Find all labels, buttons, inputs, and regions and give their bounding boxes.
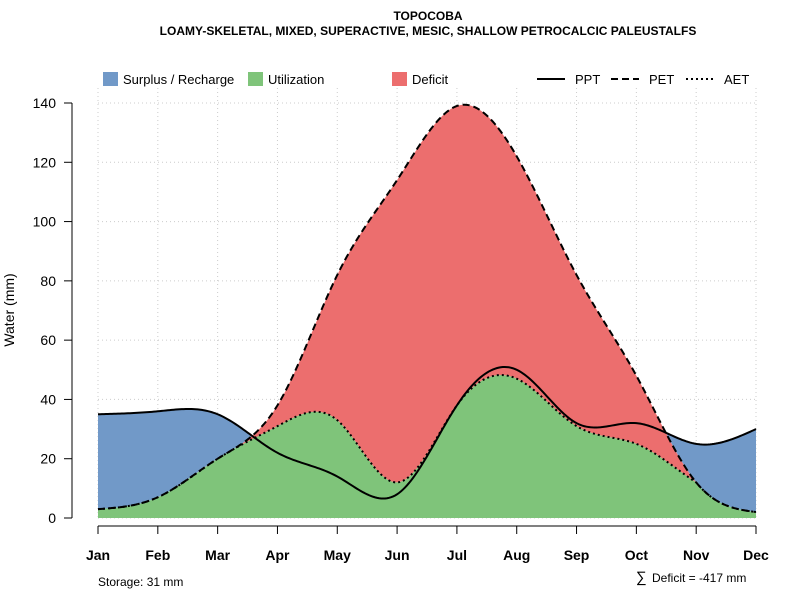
legend-swatch-utilization xyxy=(248,72,263,86)
x-tick-label-jan: Jan xyxy=(86,547,110,563)
x-tick-label-feb: Feb xyxy=(145,547,170,563)
chart-subtitle: LOAMY-SKELETAL, MIXED, SUPERACTIVE, MESI… xyxy=(160,24,697,38)
legend-label-ppt: PPT xyxy=(575,72,600,87)
x-tick-label-jul: Jul xyxy=(447,547,467,563)
legend-label-deficit: Deficit xyxy=(412,72,449,87)
y-tick-label: 0 xyxy=(48,510,56,526)
x-tick-label-mar: Mar xyxy=(205,547,230,563)
series-line-aet xyxy=(97,374,757,514)
legend-label-pet: PET xyxy=(649,72,674,87)
area-layer xyxy=(98,104,756,518)
x-tick-label-oct: Oct xyxy=(625,547,649,563)
axes: 0 20 40 60 80 100 120 140 Jan Feb Mar Apr May Jun Jul A… xyxy=(33,95,769,563)
legend: Surplus / Recharge Utilization Deficit P… xyxy=(103,72,749,87)
chart-title: TOPOCOBA xyxy=(393,9,462,23)
legend-label-surplus: Surplus / Recharge xyxy=(123,72,234,87)
y-axis-label: Water (mm) xyxy=(1,273,17,346)
area-surplus-recharge xyxy=(98,366,756,513)
y-tick-label: 60 xyxy=(40,332,56,348)
x-tick-label-apr: Apr xyxy=(265,547,290,563)
line-layer xyxy=(97,103,757,514)
series-line-ppt xyxy=(97,365,757,500)
y-tick-label: 20 xyxy=(40,451,56,467)
y-tick-label: 100 xyxy=(33,214,57,230)
deficit-note: Deficit = -417 mm xyxy=(652,571,746,585)
x-tick-label-dec: Dec xyxy=(743,547,769,563)
legend-swatch-surplus xyxy=(103,72,118,86)
x-tick-label-sep: Sep xyxy=(564,547,590,563)
deficit-sum-icon: ∑ xyxy=(636,569,647,586)
y-tick-label: 140 xyxy=(33,95,57,111)
area-deficit xyxy=(98,104,756,513)
legend-label-aet: AET xyxy=(724,72,749,87)
y-tick-label: 40 xyxy=(40,391,56,407)
x-tick-label-jun: Jun xyxy=(385,547,410,563)
storage-note: Storage: 31 mm xyxy=(98,575,183,589)
legend-swatch-deficit xyxy=(392,72,407,86)
x-tick-label-aug: Aug xyxy=(503,547,530,563)
y-tick-label: 120 xyxy=(33,154,57,170)
x-tick-label-may: May xyxy=(324,547,351,563)
area-utilization xyxy=(98,375,756,518)
x-tick-label-nov: Nov xyxy=(683,547,710,563)
y-tick-label: 80 xyxy=(40,273,56,289)
legend-label-utilization: Utilization xyxy=(268,72,324,87)
